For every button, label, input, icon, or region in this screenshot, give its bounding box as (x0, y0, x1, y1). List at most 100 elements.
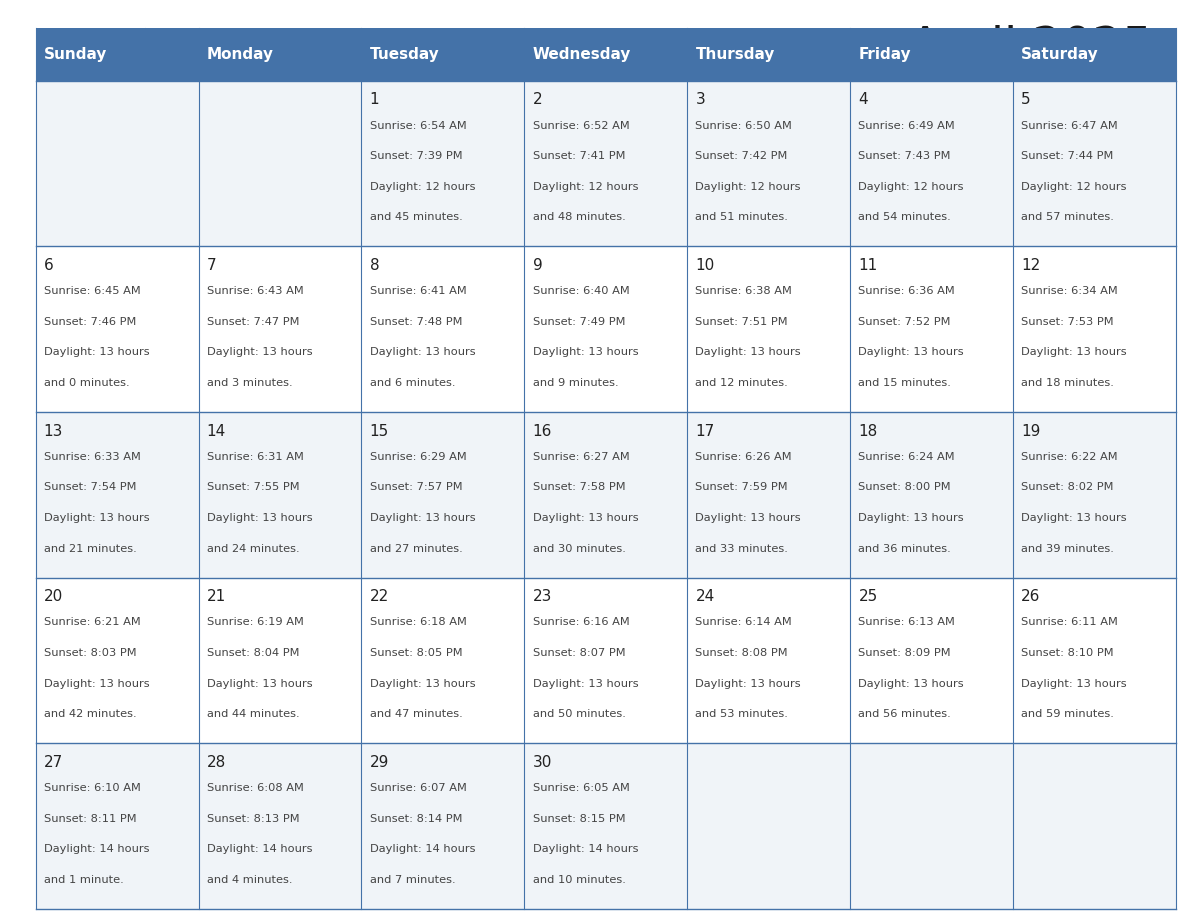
Text: Daylight: 13 hours: Daylight: 13 hours (44, 347, 150, 357)
Text: Saturday: Saturday (1022, 47, 1099, 62)
Text: Sunrise: 6:31 AM: Sunrise: 6:31 AM (207, 452, 304, 462)
Text: 14: 14 (207, 423, 226, 439)
Text: 28: 28 (207, 755, 226, 770)
Text: Sunrise: 6:26 AM: Sunrise: 6:26 AM (695, 452, 792, 462)
Text: Sunrise: 6:07 AM: Sunrise: 6:07 AM (369, 783, 467, 793)
Text: Sunset: 8:07 PM: Sunset: 8:07 PM (532, 648, 625, 658)
Text: and 54 minutes.: and 54 minutes. (859, 212, 952, 222)
Text: and 50 minutes.: and 50 minutes. (532, 710, 625, 720)
Text: 20: 20 (44, 589, 63, 604)
Text: Sunrise: 6:18 AM: Sunrise: 6:18 AM (369, 617, 467, 627)
Text: Sunset: 8:11 PM: Sunset: 8:11 PM (44, 813, 137, 823)
Text: Sunset: 7:41 PM: Sunset: 7:41 PM (532, 151, 625, 162)
Text: 22: 22 (369, 589, 388, 604)
Text: Daylight: 13 hours: Daylight: 13 hours (532, 513, 638, 523)
Text: Sunset: 7:57 PM: Sunset: 7:57 PM (369, 482, 462, 492)
Text: Daylight: 12 hours: Daylight: 12 hours (532, 182, 638, 192)
Text: 13: 13 (44, 423, 63, 439)
Text: Daylight: 13 hours: Daylight: 13 hours (369, 347, 475, 357)
Text: and 56 minutes.: and 56 minutes. (859, 710, 952, 720)
Text: Sunset: 7:44 PM: Sunset: 7:44 PM (1022, 151, 1113, 162)
Text: 2: 2 (532, 93, 542, 107)
Text: Sunset: 7:46 PM: Sunset: 7:46 PM (44, 317, 137, 327)
Text: Sunset: 7:48 PM: Sunset: 7:48 PM (369, 317, 462, 327)
Text: and 3 minutes.: and 3 minutes. (207, 378, 292, 388)
Text: Sunrise: 6:33 AM: Sunrise: 6:33 AM (44, 452, 140, 462)
Text: Sunrise: 6:16 AM: Sunrise: 6:16 AM (532, 617, 630, 627)
Text: Daylight: 13 hours: Daylight: 13 hours (695, 513, 801, 523)
Text: 15: 15 (369, 423, 388, 439)
Text: and 12 minutes.: and 12 minutes. (695, 378, 789, 388)
Text: and 53 minutes.: and 53 minutes. (695, 710, 789, 720)
Text: Daylight: 13 hours: Daylight: 13 hours (44, 678, 150, 688)
Text: 1: 1 (369, 93, 379, 107)
Text: Daylight: 13 hours: Daylight: 13 hours (369, 678, 475, 688)
Text: and 45 minutes.: and 45 minutes. (369, 212, 462, 222)
Text: and 0 minutes.: and 0 minutes. (44, 378, 129, 388)
Text: and 47 minutes.: and 47 minutes. (369, 710, 462, 720)
Text: Sunset: 7:51 PM: Sunset: 7:51 PM (695, 317, 788, 327)
Text: Sunrise: 6:45 AM: Sunrise: 6:45 AM (44, 286, 140, 297)
Text: Sunrise: 6:43 AM: Sunrise: 6:43 AM (207, 286, 303, 297)
Text: Sunset: 7:54 PM: Sunset: 7:54 PM (44, 482, 137, 492)
Text: and 24 minutes.: and 24 minutes. (207, 543, 299, 554)
Text: Daylight: 14 hours: Daylight: 14 hours (44, 845, 150, 855)
Text: 19: 19 (1022, 423, 1041, 439)
Text: 30: 30 (532, 755, 552, 770)
Text: Sunrise: 6:13 AM: Sunrise: 6:13 AM (859, 617, 955, 627)
Text: Sunrise: 6:54 AM: Sunrise: 6:54 AM (369, 120, 467, 130)
Text: Sunset: 7:55 PM: Sunset: 7:55 PM (207, 482, 299, 492)
Text: 23: 23 (532, 589, 552, 604)
Text: Sunrise: 6:49 AM: Sunrise: 6:49 AM (859, 120, 955, 130)
Text: Daylight: 14 hours: Daylight: 14 hours (532, 845, 638, 855)
Text: and 44 minutes.: and 44 minutes. (207, 710, 299, 720)
Text: Daylight: 13 hours: Daylight: 13 hours (1022, 678, 1127, 688)
Text: Daylight: 13 hours: Daylight: 13 hours (695, 347, 801, 357)
Text: 6: 6 (44, 258, 53, 273)
Text: Sunset: 8:10 PM: Sunset: 8:10 PM (1022, 648, 1114, 658)
Text: and 21 minutes.: and 21 minutes. (44, 543, 137, 554)
Text: Sunset: 7:49 PM: Sunset: 7:49 PM (532, 317, 625, 327)
Text: Daylight: 14 hours: Daylight: 14 hours (369, 845, 475, 855)
Text: Daylight: 13 hours: Daylight: 13 hours (695, 678, 801, 688)
Text: and 59 minutes.: and 59 minutes. (1022, 710, 1114, 720)
Text: and 18 minutes.: and 18 minutes. (1022, 378, 1114, 388)
Text: Sunset: 8:03 PM: Sunset: 8:03 PM (44, 648, 137, 658)
Text: 12: 12 (1022, 258, 1041, 273)
Text: 3: 3 (695, 93, 706, 107)
Text: 17: 17 (695, 423, 715, 439)
Text: Sunset: 8:15 PM: Sunset: 8:15 PM (532, 813, 625, 823)
Text: Tuesday: Tuesday (369, 47, 440, 62)
Text: Wednesday: Wednesday (532, 47, 631, 62)
Text: Daylight: 12 hours: Daylight: 12 hours (369, 182, 475, 192)
Text: 10: 10 (695, 258, 715, 273)
Text: and 27 minutes.: and 27 minutes. (369, 543, 462, 554)
Text: and 57 minutes.: and 57 minutes. (1022, 212, 1114, 222)
Text: Sunrise: 6:50 AM: Sunrise: 6:50 AM (695, 120, 792, 130)
Text: 18: 18 (859, 423, 878, 439)
Text: 4: 4 (859, 93, 868, 107)
Text: Sunrise: 6:52 AM: Sunrise: 6:52 AM (532, 120, 630, 130)
Text: Sunrise: 6:24 AM: Sunrise: 6:24 AM (859, 452, 955, 462)
Text: and 39 minutes.: and 39 minutes. (1022, 543, 1114, 554)
Text: Sunrise: 6:22 AM: Sunrise: 6:22 AM (1022, 452, 1118, 462)
Text: Sunset: 7:52 PM: Sunset: 7:52 PM (859, 317, 950, 327)
Text: and 42 minutes.: and 42 minutes. (44, 710, 137, 720)
Text: Daylight: 14 hours: Daylight: 14 hours (207, 845, 312, 855)
Text: 29: 29 (369, 755, 388, 770)
Text: 16: 16 (532, 423, 552, 439)
Text: Sunset: 7:47 PM: Sunset: 7:47 PM (207, 317, 299, 327)
Text: Daylight: 13 hours: Daylight: 13 hours (207, 347, 312, 357)
Text: Daylight: 13 hours: Daylight: 13 hours (859, 678, 963, 688)
Text: 21: 21 (207, 589, 226, 604)
Text: Sunset: 7:58 PM: Sunset: 7:58 PM (532, 482, 625, 492)
Text: and 7 minutes.: and 7 minutes. (369, 875, 455, 885)
Text: Sunrise: 6:19 AM: Sunrise: 6:19 AM (207, 617, 304, 627)
Text: Sunrise: 6:08 AM: Sunrise: 6:08 AM (207, 783, 304, 793)
Text: Sunrise: 6:36 AM: Sunrise: 6:36 AM (859, 286, 955, 297)
Polygon shape (145, 28, 187, 76)
Text: Daylight: 13 hours: Daylight: 13 hours (859, 347, 963, 357)
Text: 26: 26 (1022, 589, 1041, 604)
Text: Sunset: 7:39 PM: Sunset: 7:39 PM (369, 151, 462, 162)
Text: Monday: Monday (207, 47, 273, 62)
